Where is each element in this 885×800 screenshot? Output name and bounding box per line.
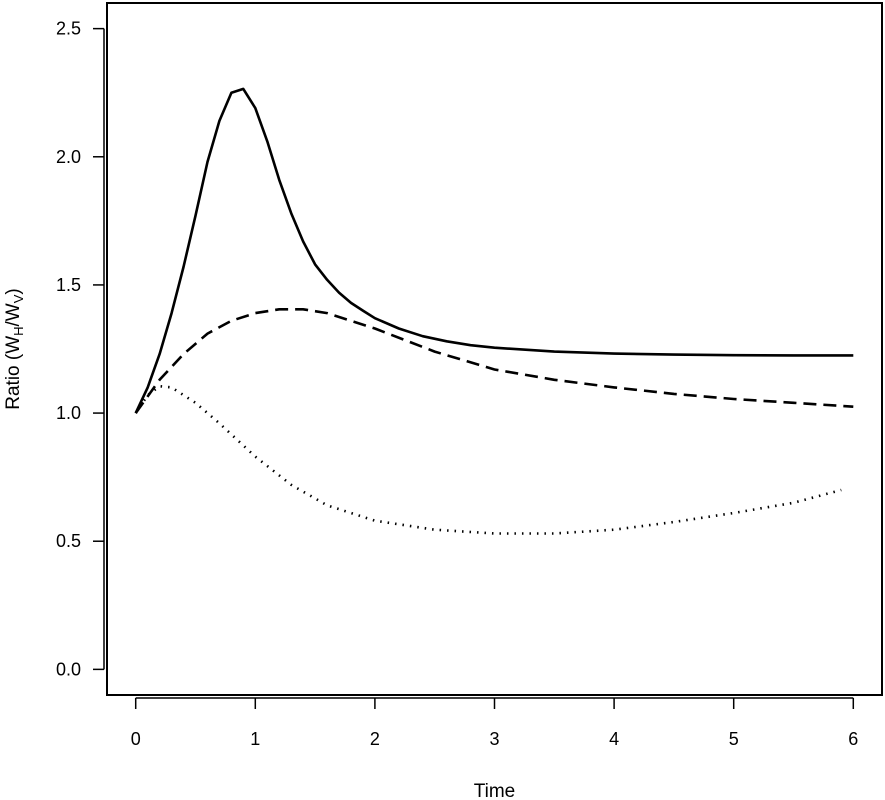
y-tick-label: 1.0 — [56, 403, 81, 423]
x-tick-label: 0 — [131, 729, 141, 749]
series-layer — [134, 87, 854, 535]
x-tick-label: 5 — [729, 729, 739, 749]
plot-frame — [106, 2, 883, 696]
y-tick-label: 0.5 — [56, 531, 81, 551]
y-tick-label: 2.0 — [56, 147, 81, 167]
y-tick-label: 1.5 — [56, 275, 81, 295]
x-axis-title: Time — [474, 781, 516, 800]
x-tick-label: 4 — [609, 729, 619, 749]
series-line-dashed — [134, 307, 854, 414]
y-tick-label: 2.5 — [56, 19, 81, 39]
y-axis: 0.0 0.5 1.0 1.5 2.0 2.5 — [56, 19, 105, 679]
y-axis-title-prefix: Ratio (W — [3, 336, 24, 410]
y-axis-title: Ratio (WH/WV) — [3, 288, 26, 410]
x-tick-label: 6 — [848, 729, 858, 749]
x-axis: 0 1 2 3 4 5 6 — [131, 697, 858, 749]
x-tick-label: 1 — [250, 729, 260, 749]
y-axis-title-mid: /W — [3, 303, 24, 326]
x-tick-label: 2 — [370, 729, 380, 749]
series-line-solid — [134, 87, 854, 414]
y-tick-label: 0.0 — [56, 659, 81, 679]
y-axis-title-suffix: ) — [3, 288, 24, 294]
x-tick-label: 3 — [489, 729, 499, 749]
y-axis-title-subscript-v: V — [11, 294, 26, 303]
y-axis-title-subscript-h: H — [11, 326, 26, 335]
